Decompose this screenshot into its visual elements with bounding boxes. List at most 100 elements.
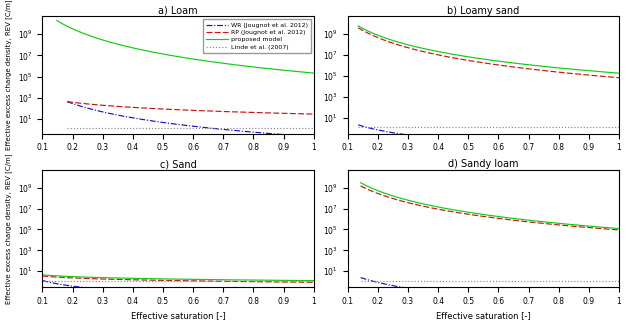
proposed model <box>245 278 252 282</box>
proposed model <box>217 61 224 65</box>
RP (Jougnot et al. 2012) <box>276 111 283 115</box>
RP (Jougnot et al. 2012) <box>272 280 280 284</box>
Linde et al. (2007) <box>514 279 521 283</box>
RP (Jougnot et al. 2012) <box>55 275 63 279</box>
RP (Jougnot et al. 2012) <box>371 34 378 38</box>
RP (Jougnot et al. 2012) <box>354 26 362 30</box>
WR (Jougnot et al. 2012) <box>39 278 46 282</box>
WR (Jougnot et al. 2012) <box>553 289 561 292</box>
proposed model <box>53 19 61 22</box>
WR (Jougnot et al. 2012) <box>276 132 283 136</box>
Linde et al. (2007) <box>310 279 317 283</box>
RP (Jougnot et al. 2012) <box>78 101 86 105</box>
proposed model <box>615 71 623 75</box>
proposed model <box>310 279 317 283</box>
RP (Jougnot et al. 2012) <box>207 109 214 113</box>
RP (Jougnot et al. 2012) <box>513 66 520 69</box>
RP (Jougnot et al. 2012) <box>522 220 529 224</box>
Line: WR (Jougnot et al. 2012): WR (Jougnot et al. 2012) <box>358 125 619 137</box>
WR (Jougnot et al. 2012) <box>204 289 211 292</box>
RP (Jougnot et al. 2012) <box>507 218 515 222</box>
WR (Jougnot et al. 2012) <box>416 135 424 139</box>
Linde et al. (2007) <box>63 126 71 130</box>
Title: d) Sandy loam: d) Sandy loam <box>448 159 519 169</box>
proposed model <box>39 273 46 277</box>
proposed model <box>615 227 623 230</box>
Title: b) Loamy sand: b) Loamy sand <box>447 6 520 16</box>
Linde et al. (2007) <box>520 126 528 129</box>
WR (Jougnot et al. 2012) <box>207 126 214 130</box>
Line: RP (Jougnot et al. 2012): RP (Jougnot et al. 2012) <box>361 186 619 230</box>
Linde et al. (2007) <box>552 126 560 129</box>
Linde et al. (2007) <box>39 279 46 283</box>
RP (Jougnot et al. 2012) <box>221 110 228 113</box>
proposed model <box>372 188 380 192</box>
proposed model <box>506 61 514 65</box>
Linde et al. (2007) <box>615 126 623 129</box>
WR (Jougnot et al. 2012) <box>513 135 520 139</box>
proposed model <box>310 71 317 75</box>
proposed model <box>520 62 528 66</box>
WR (Jougnot et al. 2012) <box>197 289 204 292</box>
Title: c) Sand: c) Sand <box>160 159 196 169</box>
RP (Jougnot et al. 2012) <box>514 219 521 223</box>
Linde et al. (2007) <box>522 279 529 283</box>
RP (Jougnot et al. 2012) <box>579 225 587 229</box>
Linde et al. (2007) <box>207 126 214 130</box>
Line: WR (Jougnot et al. 2012): WR (Jougnot et al. 2012) <box>43 280 314 290</box>
proposed model <box>272 278 280 282</box>
proposed model <box>209 60 216 64</box>
Y-axis label: Effective excess charge density, REV [C/m]: Effective excess charge density, REV [C/… <box>6 0 13 150</box>
Line: RP (Jougnot et al. 2012): RP (Jougnot et al. 2012) <box>358 28 619 78</box>
proposed model <box>513 61 520 65</box>
RP (Jougnot et al. 2012) <box>245 280 252 284</box>
WR (Jougnot et al. 2012) <box>506 135 514 139</box>
Line: proposed model: proposed model <box>57 21 314 73</box>
RP (Jougnot et al. 2012) <box>211 279 219 283</box>
WR (Jougnot et al. 2012) <box>78 105 86 109</box>
proposed model <box>514 217 521 221</box>
proposed model <box>371 32 378 36</box>
WR (Jougnot et al. 2012) <box>521 135 529 139</box>
Linde et al. (2007) <box>55 279 63 283</box>
WR (Jougnot et al. 2012) <box>310 135 317 139</box>
Line: proposed model: proposed model <box>43 275 314 281</box>
Linde et al. (2007) <box>553 279 561 283</box>
WR (Jougnot et al. 2012) <box>580 289 587 292</box>
WR (Jougnot et al. 2012) <box>507 289 515 292</box>
X-axis label: Effective saturation [-]: Effective saturation [-] <box>436 311 530 320</box>
Line: proposed model: proposed model <box>358 26 619 73</box>
proposed model <box>55 274 63 278</box>
proposed model <box>275 68 282 72</box>
Linde et al. (2007) <box>196 279 204 283</box>
RP (Jougnot et al. 2012) <box>615 76 623 80</box>
RP (Jougnot et al. 2012) <box>203 279 211 283</box>
Linde et al. (2007) <box>213 126 221 130</box>
WR (Jougnot et al. 2012) <box>309 135 317 139</box>
WR (Jougnot et al. 2012) <box>63 100 71 104</box>
proposed model <box>552 66 560 70</box>
WR (Jougnot et al. 2012) <box>371 127 378 131</box>
WR (Jougnot et al. 2012) <box>213 127 221 131</box>
proposed model <box>357 181 364 185</box>
Line: WR (Jougnot et al. 2012): WR (Jougnot et al. 2012) <box>361 277 619 290</box>
WR (Jougnot et al. 2012) <box>372 280 380 284</box>
Linde et al. (2007) <box>245 279 252 283</box>
RP (Jougnot et al. 2012) <box>196 279 204 283</box>
Linde et al. (2007) <box>371 126 378 129</box>
RP (Jougnot et al. 2012) <box>357 184 364 188</box>
WR (Jougnot et al. 2012) <box>273 289 280 292</box>
WR (Jougnot et al. 2012) <box>250 130 258 134</box>
RP (Jougnot et al. 2012) <box>520 67 528 70</box>
X-axis label: Effective saturation [-]: Effective saturation [-] <box>130 311 226 320</box>
WR (Jougnot et al. 2012) <box>514 289 522 292</box>
Linde et al. (2007) <box>507 279 515 283</box>
RP (Jougnot et al. 2012) <box>553 223 561 227</box>
Linde et al. (2007) <box>272 279 280 283</box>
Linde et al. (2007) <box>513 126 520 129</box>
Line: WR (Jougnot et al. 2012): WR (Jougnot et al. 2012) <box>67 102 314 137</box>
WR (Jougnot et al. 2012) <box>108 289 116 292</box>
RP (Jougnot et al. 2012) <box>310 280 317 284</box>
Linde et al. (2007) <box>203 279 211 283</box>
WR (Jougnot et al. 2012) <box>418 289 425 292</box>
